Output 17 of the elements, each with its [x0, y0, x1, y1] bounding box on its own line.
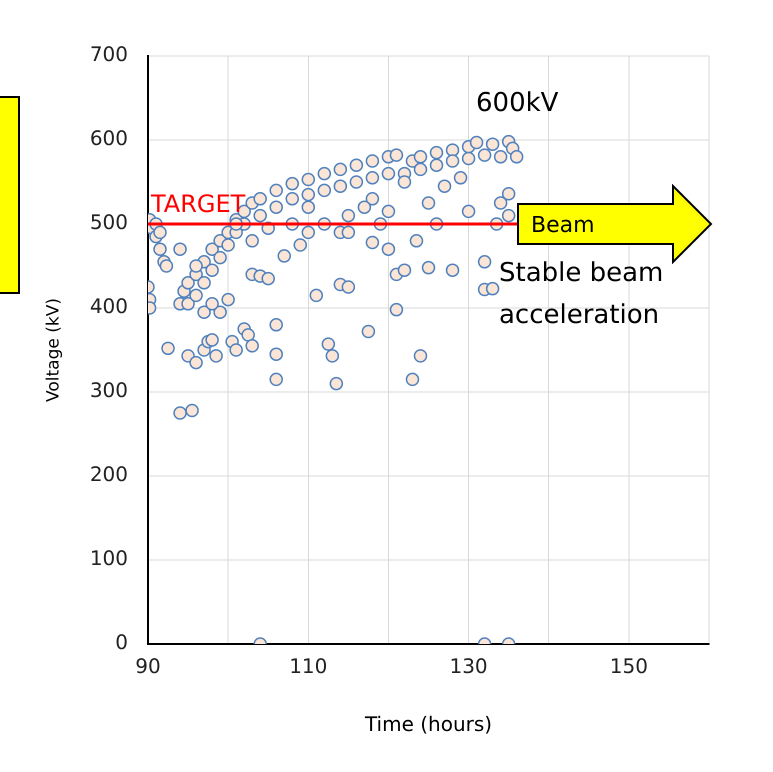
y-tick-label: 100: [90, 546, 128, 570]
y-tick-label: 300: [90, 378, 128, 402]
y-tick-label: 0: [115, 630, 128, 654]
x-tick-label: 150: [610, 654, 648, 678]
annotation: Beam: [530, 213, 594, 238]
y-axis-title: Voltage (kV): [44, 298, 64, 402]
y-tick-label: 600: [90, 126, 128, 150]
y-tick-label: 200: [90, 462, 128, 486]
annotation: 600kV: [476, 88, 558, 118]
ref-line-label: TARGET: [150, 190, 246, 218]
x-tick-label: 90: [135, 654, 161, 678]
x-axis-title: Time (hours): [364, 712, 492, 736]
x-tick-label: 110: [289, 654, 328, 678]
x-tick-label: 130: [449, 654, 488, 678]
y-tick-label: 700: [90, 42, 128, 66]
y-tick-label: 400: [90, 294, 128, 318]
y-tick-label: 500: [90, 210, 128, 234]
